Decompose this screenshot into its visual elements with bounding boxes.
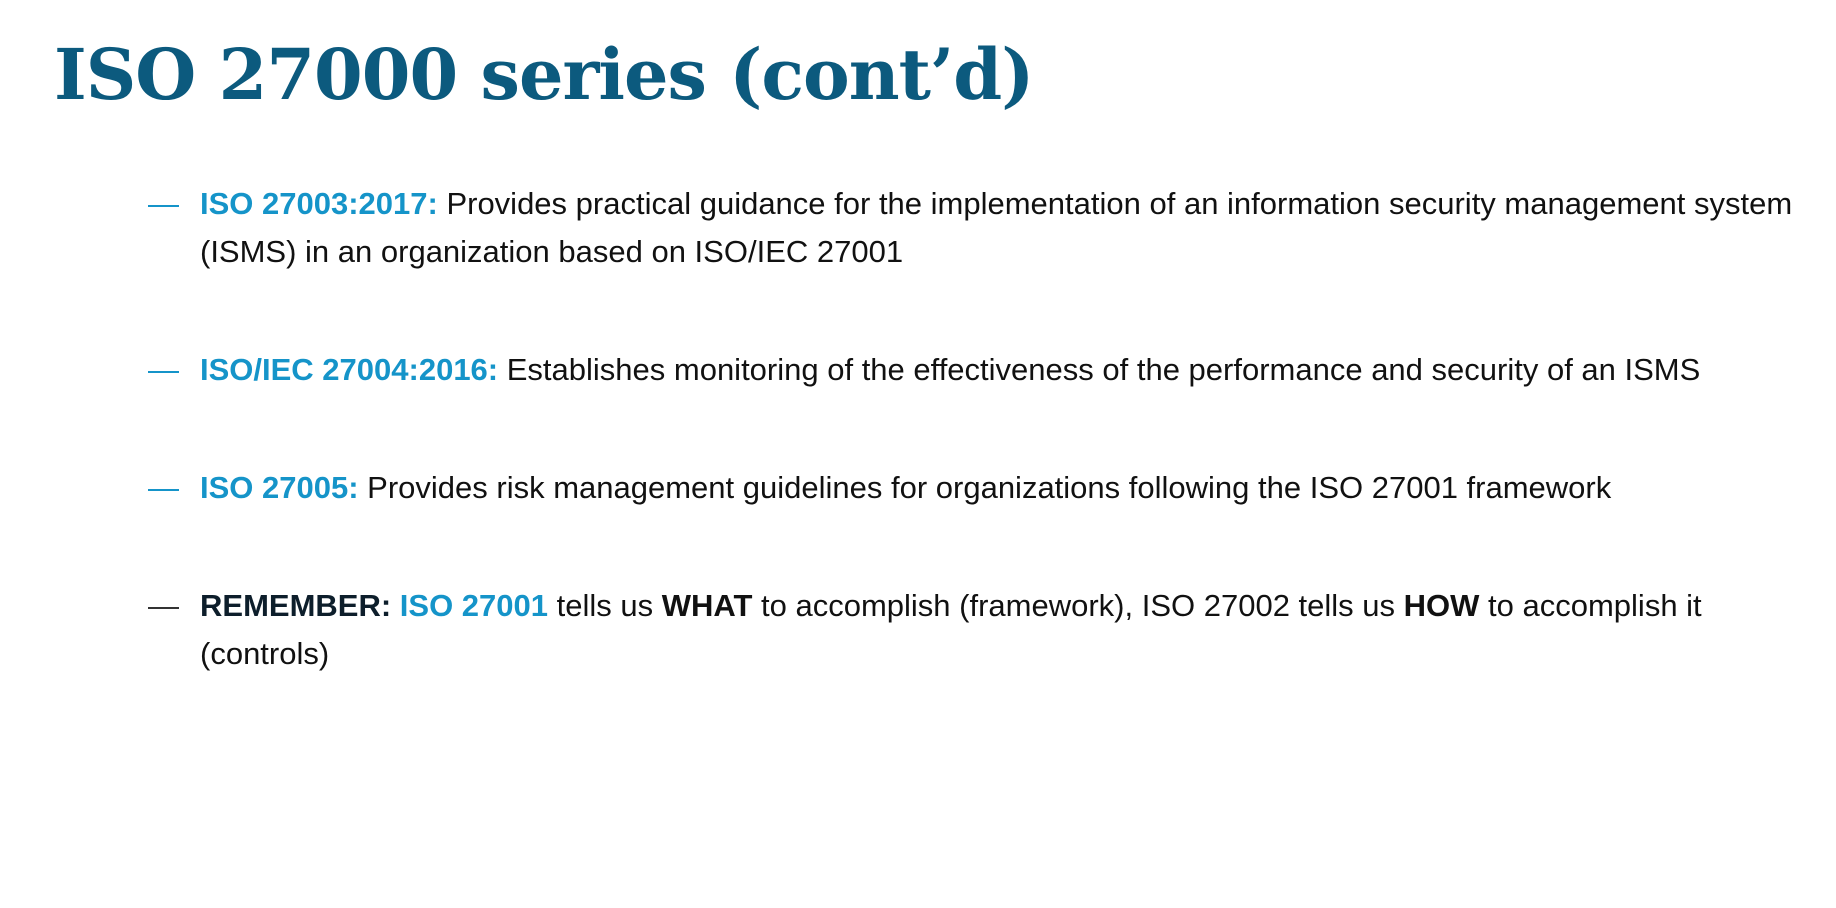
bullet-iso-27004: — ISO/IEC 27004:2016: Establishes monito… [148,346,1798,394]
bullet-term: ISO 27003:2017: [200,186,438,221]
bullet-term: ISO 27005: [200,470,359,505]
remember-how: HOW [1403,588,1480,623]
bullet-text: Establishes monitoring of the effectiven… [498,352,1701,387]
remember-what: WHAT [661,588,753,623]
slide-title: ISO 27000 series (cont’d) [54,33,1034,116]
remember-text-3: to accomplish it (controls) [200,588,1702,671]
bullet-list: — ISO 27003:2017: Provides practical gui… [148,180,1798,678]
remember-text-1: tells us [548,588,662,623]
bullet-text: Provides risk management guidelines for … [358,470,1612,505]
remember-text-2: to accomplish (framework), ISO 27002 tel… [752,588,1404,623]
bullet-iso-27005: — ISO 27005: Provides risk management gu… [148,464,1798,512]
bullet-remember: — REMEMBER: ISO 27001 tells us WHAT to a… [148,582,1798,678]
bullet-dash: — [148,186,179,221]
bullet-dash: — [148,352,179,387]
bullet-dash: — [148,470,179,505]
bullet-iso-27003: — ISO 27003:2017: Provides practical gui… [148,180,1798,276]
bullet-dash: — [148,588,179,623]
bullet-term: ISO/IEC 27004:2016: [200,352,499,387]
remember-label: REMEMBER: [200,588,392,623]
bullet-text: Provides practical guidance for the impl… [200,186,1793,269]
remember-term: ISO 27001 [399,588,549,623]
